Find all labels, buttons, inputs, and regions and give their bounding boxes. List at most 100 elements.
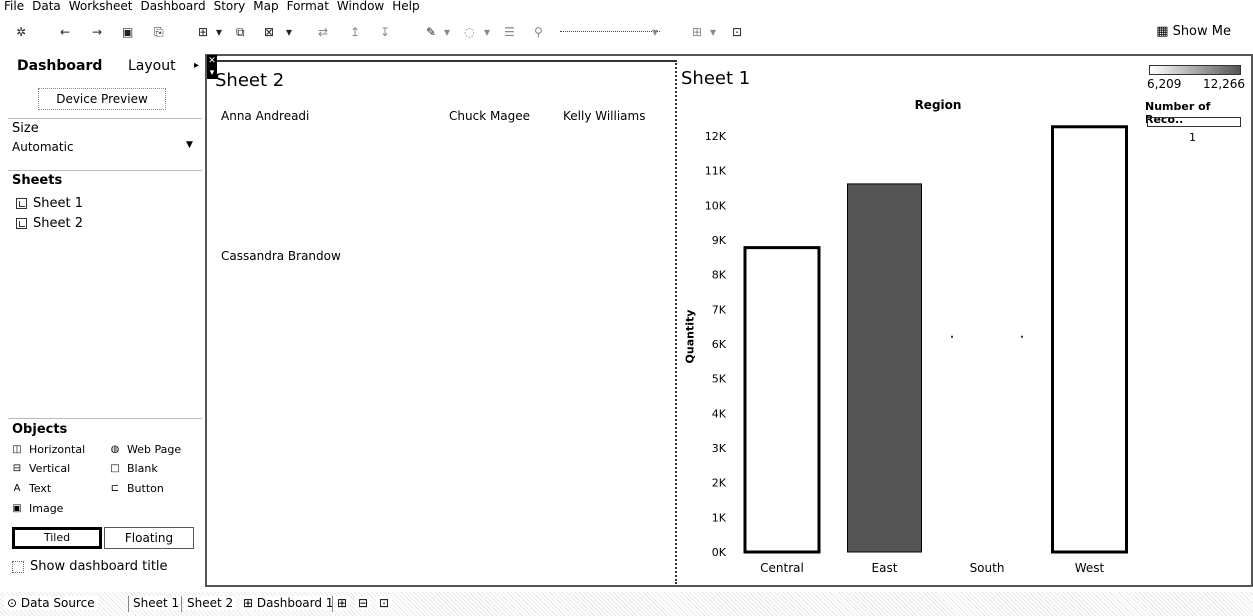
- device-preview-button[interactable]: Device Preview: [38, 88, 166, 110]
- tab-sheet-2[interactable]: Sheet 2: [184, 596, 237, 610]
- undo-icon[interactable]: ←: [60, 25, 71, 39]
- clear-sheet-icon[interactable]: ⊠: [264, 25, 275, 39]
- pin-icon[interactable]: ⚲: [534, 25, 543, 39]
- menu-file[interactable]: File: [4, 0, 25, 13]
- object-web-page[interactable]: ◍ Web Page: [110, 443, 181, 456]
- object-image[interactable]: ▣ Image: [12, 502, 63, 515]
- menu-format[interactable]: Format: [286, 0, 329, 13]
- size-dropdown[interactable]: Automatic: [12, 140, 74, 154]
- dashboard-canvas: [205, 54, 1253, 587]
- object-label: Horizontal: [29, 443, 86, 456]
- menu-help[interactable]: Help: [392, 0, 420, 13]
- tab-data-source[interactable]: ⊙ Data Source: [4, 596, 98, 610]
- show-me-label: Show Me: [1172, 24, 1231, 39]
- new-data-source-icon[interactable]: ⎘: [154, 25, 164, 39]
- highlight-dropdown-icon[interactable]: ▾: [444, 25, 451, 39]
- tab-layout[interactable]: Layout: [128, 58, 176, 74]
- y-tick-label: 5K: [712, 373, 727, 386]
- menu-window[interactable]: Window: [336, 0, 385, 13]
- object-blank[interactable]: □ Blank: [110, 462, 158, 475]
- divider: [8, 418, 202, 419]
- new-story-tab-icon[interactable]: ⊡: [376, 596, 393, 610]
- size-legend-swatch[interactable]: [1147, 117, 1241, 127]
- sheet2-title: Sheet 2: [215, 70, 285, 91]
- tableau-logo-icon[interactable]: ✲: [16, 25, 27, 39]
- menu-story[interactable]: Story: [213, 0, 246, 13]
- color-legend-max: 12,266: [1203, 77, 1245, 91]
- sheet2-zone[interactable]: Sheet 2 Anna Andreadi Chuck Magee Kelly …: [207, 60, 677, 584]
- object-button[interactable]: ⊏ Button: [110, 482, 164, 495]
- new-dashboard-tab-icon[interactable]: ⊟: [355, 596, 372, 610]
- y-tick-label: 1K: [712, 511, 727, 524]
- presentation-mode-icon[interactable]: ⊡: [732, 25, 743, 39]
- name-label[interactable]: Chuck Magee: [449, 109, 531, 123]
- menu-map[interactable]: Map: [253, 0, 279, 13]
- show-me-button[interactable]: ▦ Show Me: [1156, 24, 1231, 39]
- new-worksheet-tab-icon[interactable]: ⊞: [334, 596, 351, 610]
- menu-bar: File Data Worksheet Dashboard Story Map …: [0, 0, 1253, 14]
- button-icon: ⊏: [110, 483, 120, 494]
- bar-west[interactable]: [1051, 125, 1128, 554]
- group-icon[interactable]: ◌: [464, 25, 475, 39]
- tiled-toggle[interactable]: Tiled: [12, 527, 102, 549]
- y-tick-label: 6K: [712, 338, 727, 351]
- show-title-checkbox[interactable]: [12, 560, 24, 573]
- tab-label: Data Source: [20, 596, 95, 610]
- sort-asc-icon[interactable]: ↥: [350, 25, 361, 39]
- object-label: Blank: [127, 462, 158, 475]
- floating-toggle[interactable]: Floating: [104, 527, 194, 549]
- labels-icon[interactable]: ☰: [504, 25, 515, 39]
- fix-axes-dropdown-icon[interactable]: ▾: [710, 25, 717, 39]
- sheet-item-sheet-1[interactable]: Sheet 1: [16, 196, 83, 211]
- tab-sheet-1[interactable]: Sheet 1: [130, 596, 183, 610]
- color-legend-min: 6,209: [1147, 77, 1182, 91]
- horizontal-icon: ◫: [12, 444, 22, 455]
- name-label[interactable]: Kelly Williams: [563, 109, 646, 123]
- object-horizontal[interactable]: ◫ Horizontal: [12, 443, 85, 456]
- objects-heading: Objects: [12, 422, 68, 437]
- highlight-icon[interactable]: ✎: [426, 25, 437, 39]
- bar-marker: [951, 335, 953, 338]
- show-dashboard-title-option[interactable]: Show dashboard title: [12, 559, 168, 574]
- fit-dropdown[interactable]: [560, 31, 660, 32]
- new-worksheet-icon[interactable]: ⊞: [198, 25, 209, 39]
- tab-dashboard[interactable]: Dashboard: [17, 58, 103, 74]
- fit-dropdown-icon[interactable]: ▾: [652, 25, 659, 39]
- panel-collapse-icon[interactable]: ▸: [194, 60, 200, 71]
- object-vertical[interactable]: ⊟ Vertical: [12, 462, 70, 475]
- sort-desc-icon[interactable]: ↧: [380, 25, 391, 39]
- sheet1-zone[interactable]: Sheet 1 Region Quantity 0K 1K 2K 3K 4K 5K 6K 7K…: [677, 60, 1249, 584]
- menu-dashboard[interactable]: Dashboard: [140, 0, 206, 13]
- menu-worksheet[interactable]: Worksheet: [68, 0, 133, 13]
- bar-central[interactable]: [743, 246, 821, 554]
- new-worksheet-dropdown-icon[interactable]: ▾: [216, 25, 223, 39]
- y-tick-label: 10K: [705, 199, 727, 212]
- size-dropdown-chevron-down-icon[interactable]: ▼: [186, 140, 193, 150]
- size-heading: Size: [12, 121, 39, 136]
- zone-controls-close-icon[interactable]: ✕ ▾: [207, 55, 217, 79]
- y-tick-label: 12K: [705, 130, 727, 143]
- group-dropdown-icon[interactable]: ▾: [484, 25, 491, 39]
- show-title-label: Show dashboard title: [30, 559, 168, 574]
- bar-chart: 0K 1K 2K 3K 4K 5K 6K 7K 8K 9K 10K 11K 12K Central East…: [705, 125, 1128, 575]
- clear-dropdown-icon[interactable]: ▾: [286, 25, 293, 39]
- menu-data[interactable]: Data: [32, 0, 61, 13]
- duplicate-icon[interactable]: ⧉: [236, 25, 245, 39]
- save-icon[interactable]: ▣: [122, 25, 134, 39]
- bar-east[interactable]: [847, 183, 922, 553]
- name-label[interactable]: Cassandra Brandow: [221, 249, 341, 263]
- x-tick-label: South: [970, 561, 1005, 575]
- color-legend-gradient[interactable]: [1149, 65, 1241, 75]
- sheet-item-sheet-2[interactable]: Sheet 2: [16, 216, 83, 231]
- vertical-icon: ⊟: [12, 463, 22, 474]
- data-source-icon: ⊙: [7, 596, 18, 610]
- swap-icon[interactable]: ⇄: [318, 25, 329, 39]
- object-text[interactable]: A Text: [12, 482, 52, 495]
- tab-dashboard-1[interactable]: ⊞ Dashboard 1: [240, 596, 337, 610]
- sheet-item-label: Sheet 2: [33, 216, 83, 231]
- y-tick-label: 4K: [712, 407, 727, 420]
- fix-axes-icon[interactable]: ⊞: [692, 25, 703, 39]
- y-tick-label: 3K: [712, 442, 727, 455]
- redo-icon[interactable]: →: [92, 25, 103, 39]
- name-label[interactable]: Anna Andreadi: [221, 109, 310, 123]
